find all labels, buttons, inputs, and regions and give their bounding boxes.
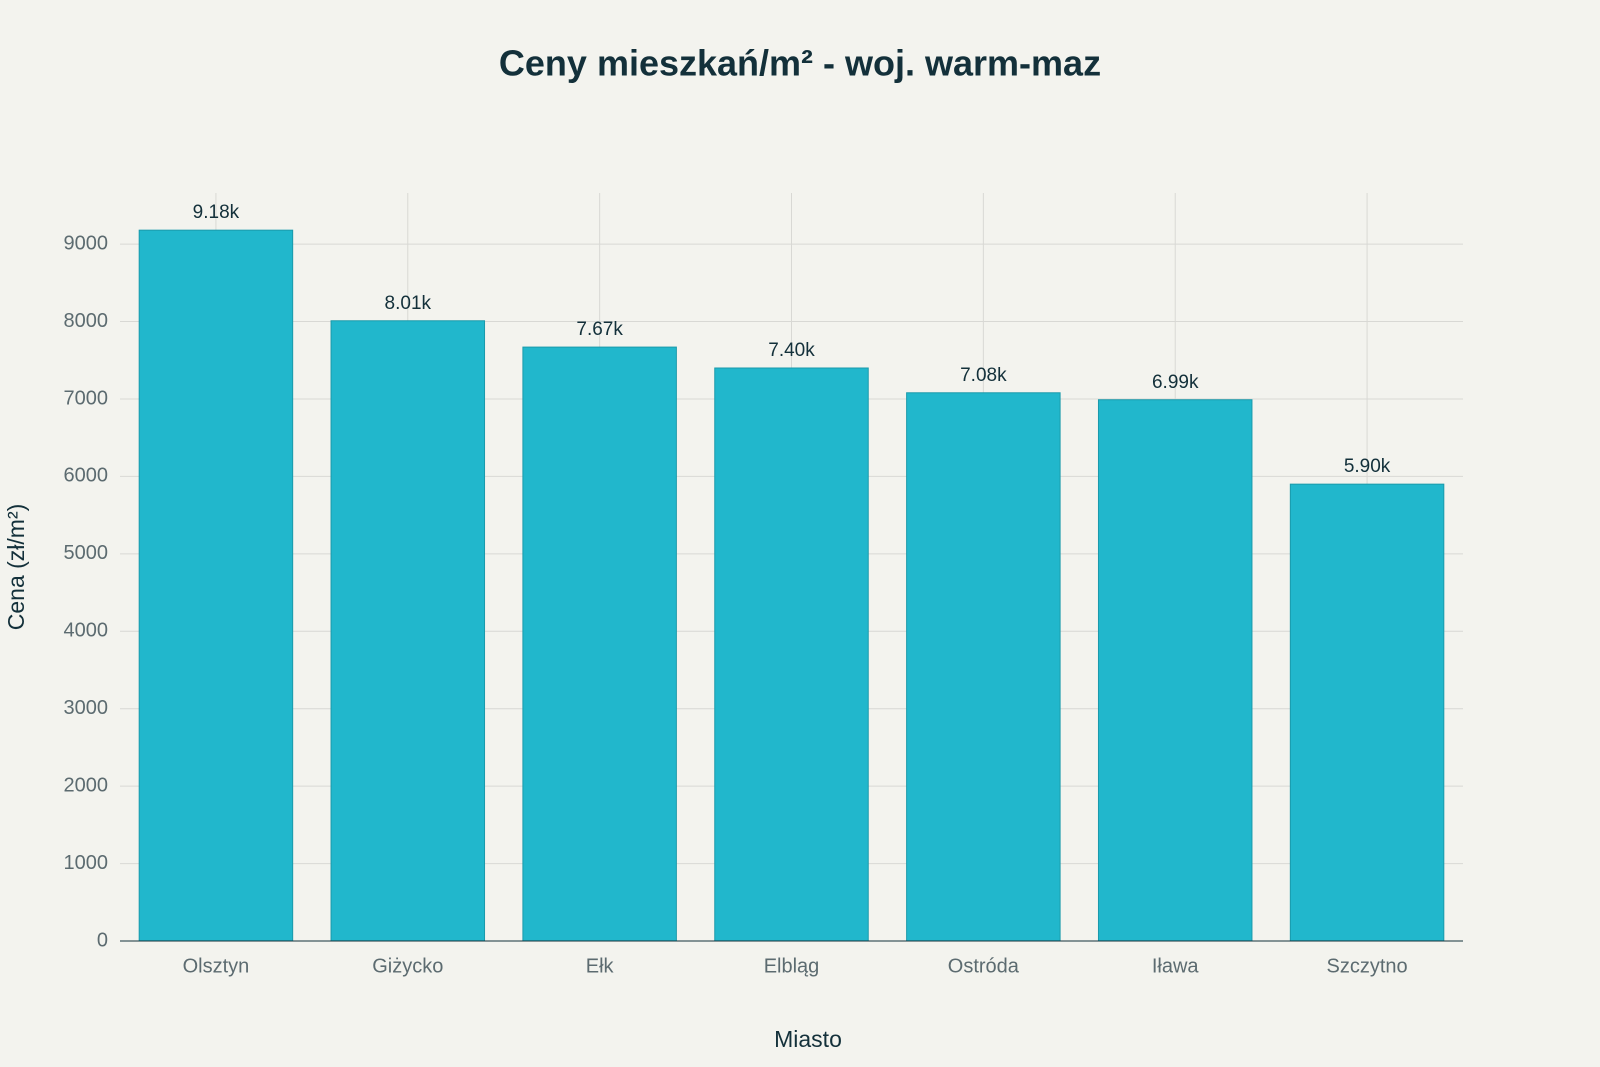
y-tick-label: 7000 xyxy=(64,387,109,409)
value-label: 7.40k xyxy=(768,340,815,361)
bar xyxy=(330,320,486,942)
y-tick-label: 1000 xyxy=(64,852,109,874)
y-axis-title: Cena (zł/m²) xyxy=(3,504,29,631)
y-tick-label: 6000 xyxy=(64,465,109,487)
bar xyxy=(1289,483,1445,942)
value-label: 8.01k xyxy=(385,293,432,314)
value-label: 5.90k xyxy=(1344,456,1391,477)
y-tick-label: 3000 xyxy=(64,697,109,719)
bar xyxy=(522,346,677,942)
x-tick-label: Olsztyn xyxy=(183,955,250,977)
y-tick-label: 8000 xyxy=(64,310,109,332)
bar xyxy=(138,229,294,942)
y-tick-label: 0 xyxy=(97,929,108,951)
value-label: 7.67k xyxy=(576,319,623,340)
y-tick-label: 5000 xyxy=(64,542,109,564)
bar xyxy=(1097,399,1253,942)
chart-title: Ceny mieszkań/m² - woj. warm-maz xyxy=(499,43,1101,84)
x-tick-label: Ostróda xyxy=(948,955,1020,977)
y-tick-label: 2000 xyxy=(64,774,109,796)
bar xyxy=(714,367,869,942)
x-tick-label: Giżycko xyxy=(372,955,443,977)
value-label: 7.08k xyxy=(960,365,1007,386)
x-tick-label: Ełk xyxy=(586,955,615,977)
y-tick-label: 4000 xyxy=(64,620,109,642)
x-tick-label: Elbląg xyxy=(764,955,820,977)
x-axis-title: Miasto xyxy=(774,1026,842,1052)
x-tick-label: Iława xyxy=(1152,955,1200,977)
bar xyxy=(906,392,1061,942)
value-label: 9.18k xyxy=(193,202,240,223)
x-tick-label: Szczytno xyxy=(1326,955,1407,977)
y-tick-label: 9000 xyxy=(64,232,109,254)
value-label: 6.99k xyxy=(1152,372,1199,393)
